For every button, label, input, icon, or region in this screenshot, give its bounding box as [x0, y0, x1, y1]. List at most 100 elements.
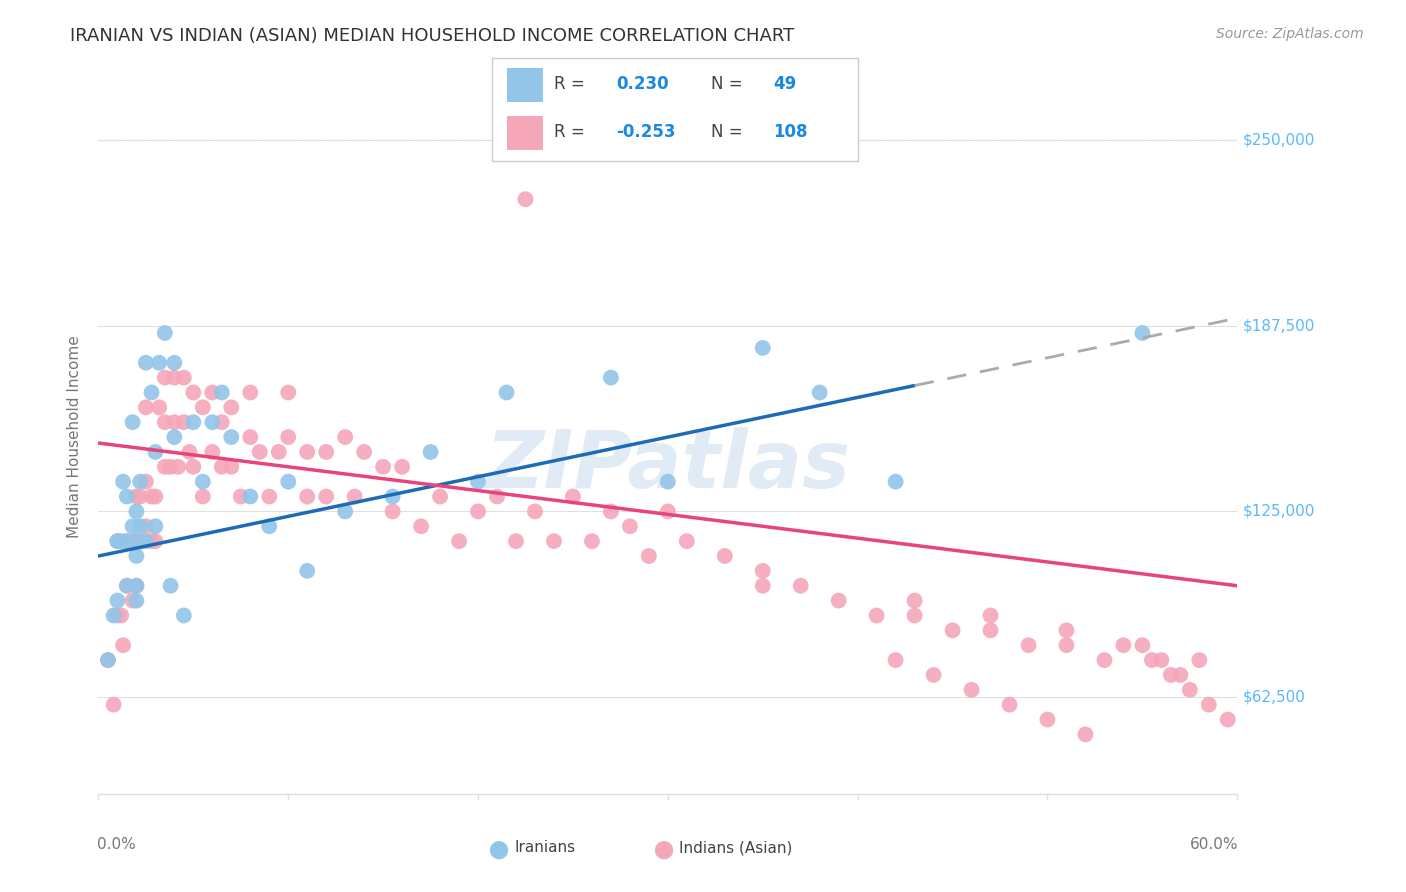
Point — [211, 459, 233, 474]
Point — [676, 534, 699, 549]
Text: ZIPatlas: ZIPatlas — [485, 426, 851, 505]
Point — [129, 519, 152, 533]
Point — [315, 490, 337, 504]
Point — [221, 430, 243, 444]
Point — [163, 430, 186, 444]
Point — [163, 415, 186, 429]
Point — [1170, 668, 1192, 682]
Point — [121, 534, 143, 549]
Point — [125, 490, 148, 504]
Point — [125, 579, 148, 593]
Point — [163, 356, 186, 370]
Text: -0.253: -0.253 — [616, 123, 676, 141]
Point — [167, 459, 190, 474]
Text: Indians (Asian): Indians (Asian) — [679, 840, 793, 855]
Point — [353, 445, 375, 459]
Bar — [506, 69, 543, 102]
Point — [121, 415, 143, 429]
Point — [145, 519, 167, 533]
Text: 0.0%: 0.0% — [97, 837, 136, 852]
Point — [922, 668, 945, 682]
Point — [153, 370, 176, 384]
Point — [714, 549, 737, 563]
Point — [239, 490, 262, 504]
Point — [866, 608, 889, 623]
Point — [148, 401, 170, 415]
Point — [904, 593, 927, 607]
Point — [904, 608, 927, 623]
Point — [1036, 713, 1059, 727]
Point — [467, 504, 489, 518]
Point — [211, 415, 233, 429]
Point — [249, 445, 271, 459]
Point — [1112, 638, 1135, 652]
Text: ⬤: ⬤ — [654, 840, 673, 859]
Text: $62,500: $62,500 — [1243, 690, 1306, 705]
Point — [381, 490, 404, 504]
Point — [135, 519, 157, 533]
Text: $187,500: $187,500 — [1243, 318, 1316, 333]
Point — [107, 593, 129, 607]
Point — [1160, 668, 1182, 682]
Point — [141, 490, 163, 504]
Text: 60.0%: 60.0% — [1189, 837, 1239, 852]
Point — [221, 401, 243, 415]
Point — [411, 519, 433, 533]
Point — [221, 459, 243, 474]
Point — [145, 490, 167, 504]
Point — [335, 504, 357, 518]
Point — [277, 385, 299, 400]
Point — [1132, 326, 1154, 340]
Point — [173, 415, 195, 429]
Point — [97, 653, 120, 667]
Point — [145, 445, 167, 459]
Point — [107, 534, 129, 549]
Point — [159, 579, 181, 593]
Point — [125, 579, 148, 593]
Point — [135, 401, 157, 415]
Point — [657, 475, 679, 489]
Point — [191, 475, 214, 489]
Point — [103, 608, 125, 623]
Point — [960, 682, 983, 697]
Point — [239, 385, 262, 400]
Point — [125, 534, 148, 549]
Point — [828, 593, 851, 607]
Point — [135, 356, 157, 370]
Point — [173, 608, 195, 623]
Point — [543, 534, 565, 549]
Point — [103, 698, 125, 712]
Point — [125, 504, 148, 518]
Text: N =: N = — [711, 123, 742, 141]
Point — [297, 445, 319, 459]
Point — [115, 579, 138, 593]
Point — [1094, 653, 1116, 667]
Point — [112, 475, 135, 489]
Point — [1198, 698, 1220, 712]
Point — [129, 490, 152, 504]
Point — [173, 370, 195, 384]
Point — [121, 593, 143, 607]
Point — [1056, 624, 1078, 638]
Point — [259, 490, 281, 504]
Point — [191, 490, 214, 504]
Point — [297, 564, 319, 578]
Text: IRANIAN VS INDIAN (ASIAN) MEDIAN HOUSEHOLD INCOME CORRELATION CHART: IRANIAN VS INDIAN (ASIAN) MEDIAN HOUSEHO… — [70, 27, 794, 45]
Point — [752, 579, 775, 593]
Point — [1132, 638, 1154, 652]
Point — [277, 430, 299, 444]
Point — [297, 490, 319, 504]
Point — [619, 519, 641, 533]
Point — [381, 504, 404, 518]
Point — [125, 534, 148, 549]
Point — [183, 415, 205, 429]
Point — [1056, 638, 1078, 652]
Point — [153, 326, 176, 340]
Point — [107, 608, 129, 623]
FancyBboxPatch shape — [492, 58, 858, 161]
Point — [148, 356, 170, 370]
Point — [998, 698, 1021, 712]
Point — [211, 385, 233, 400]
Point — [1150, 653, 1173, 667]
Point — [267, 445, 290, 459]
